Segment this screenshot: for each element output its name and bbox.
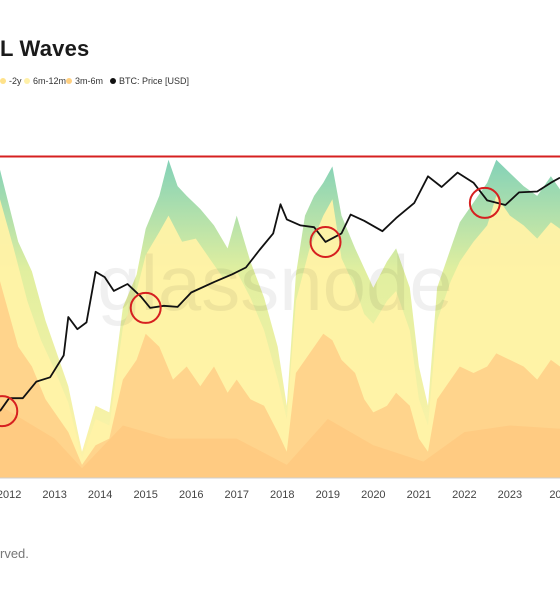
legend-item[interactable]: -2y	[0, 76, 22, 86]
x-tick-label: 2012	[0, 489, 21, 501]
x-tick-label: 2013	[42, 489, 66, 501]
x-axis: 2012 2013 2014 2015 2016 2017 2018 2019 2020 2021…	[0, 477, 560, 501]
x-tick-label: 2022	[452, 489, 476, 501]
x-tick-label: 20	[549, 489, 560, 501]
footer-text: rved.	[0, 546, 29, 561]
band-3m-6m-area	[0, 281, 560, 478]
highlight-circle	[309, 225, 342, 258]
price-layer	[0, 171, 560, 412]
chart-title: L Waves	[0, 36, 90, 61]
btc-price-line	[0, 171, 560, 412]
x-tick-label: 2018	[270, 489, 294, 501]
legend-swatch	[110, 78, 116, 84]
highlight-circle	[129, 291, 162, 324]
legend-label: 3m-6m	[75, 76, 104, 86]
highlight-circle	[0, 395, 19, 428]
legend-item[interactable]: 6m-12m	[24, 76, 66, 86]
circle-layer	[0, 186, 501, 428]
legend-swatch	[66, 78, 72, 84]
x-tick-label: 2021	[407, 489, 431, 501]
hodl-waves-chart: glassnode 201220132014201520162017201820…	[0, 155, 560, 501]
x-tick-label: 2016	[179, 489, 203, 501]
legend-label: 6m-12m	[33, 76, 67, 86]
legend-label: BTC: Price [USD]	[119, 76, 190, 86]
legend-swatch	[24, 78, 30, 84]
legend-item[interactable]: BTC: Price [USD]	[110, 76, 189, 86]
x-tick-label: 2023	[498, 489, 522, 501]
watermark: glassnode	[97, 239, 453, 327]
legend-item[interactable]: 3m-6m	[66, 76, 103, 86]
highlight-circle	[468, 186, 501, 219]
x-tick-label: 2017	[225, 489, 249, 501]
x-tick-label: 2015	[133, 489, 157, 501]
band-base-area	[0, 405, 560, 478]
x-tick-label: 2020	[361, 489, 385, 501]
x-tick-label: 2014	[88, 489, 112, 501]
area-layer	[0, 159, 560, 479]
legend-swatch	[0, 78, 6, 84]
x-tick-label: 2019	[316, 489, 340, 501]
legend-label: -2y	[9, 76, 22, 86]
